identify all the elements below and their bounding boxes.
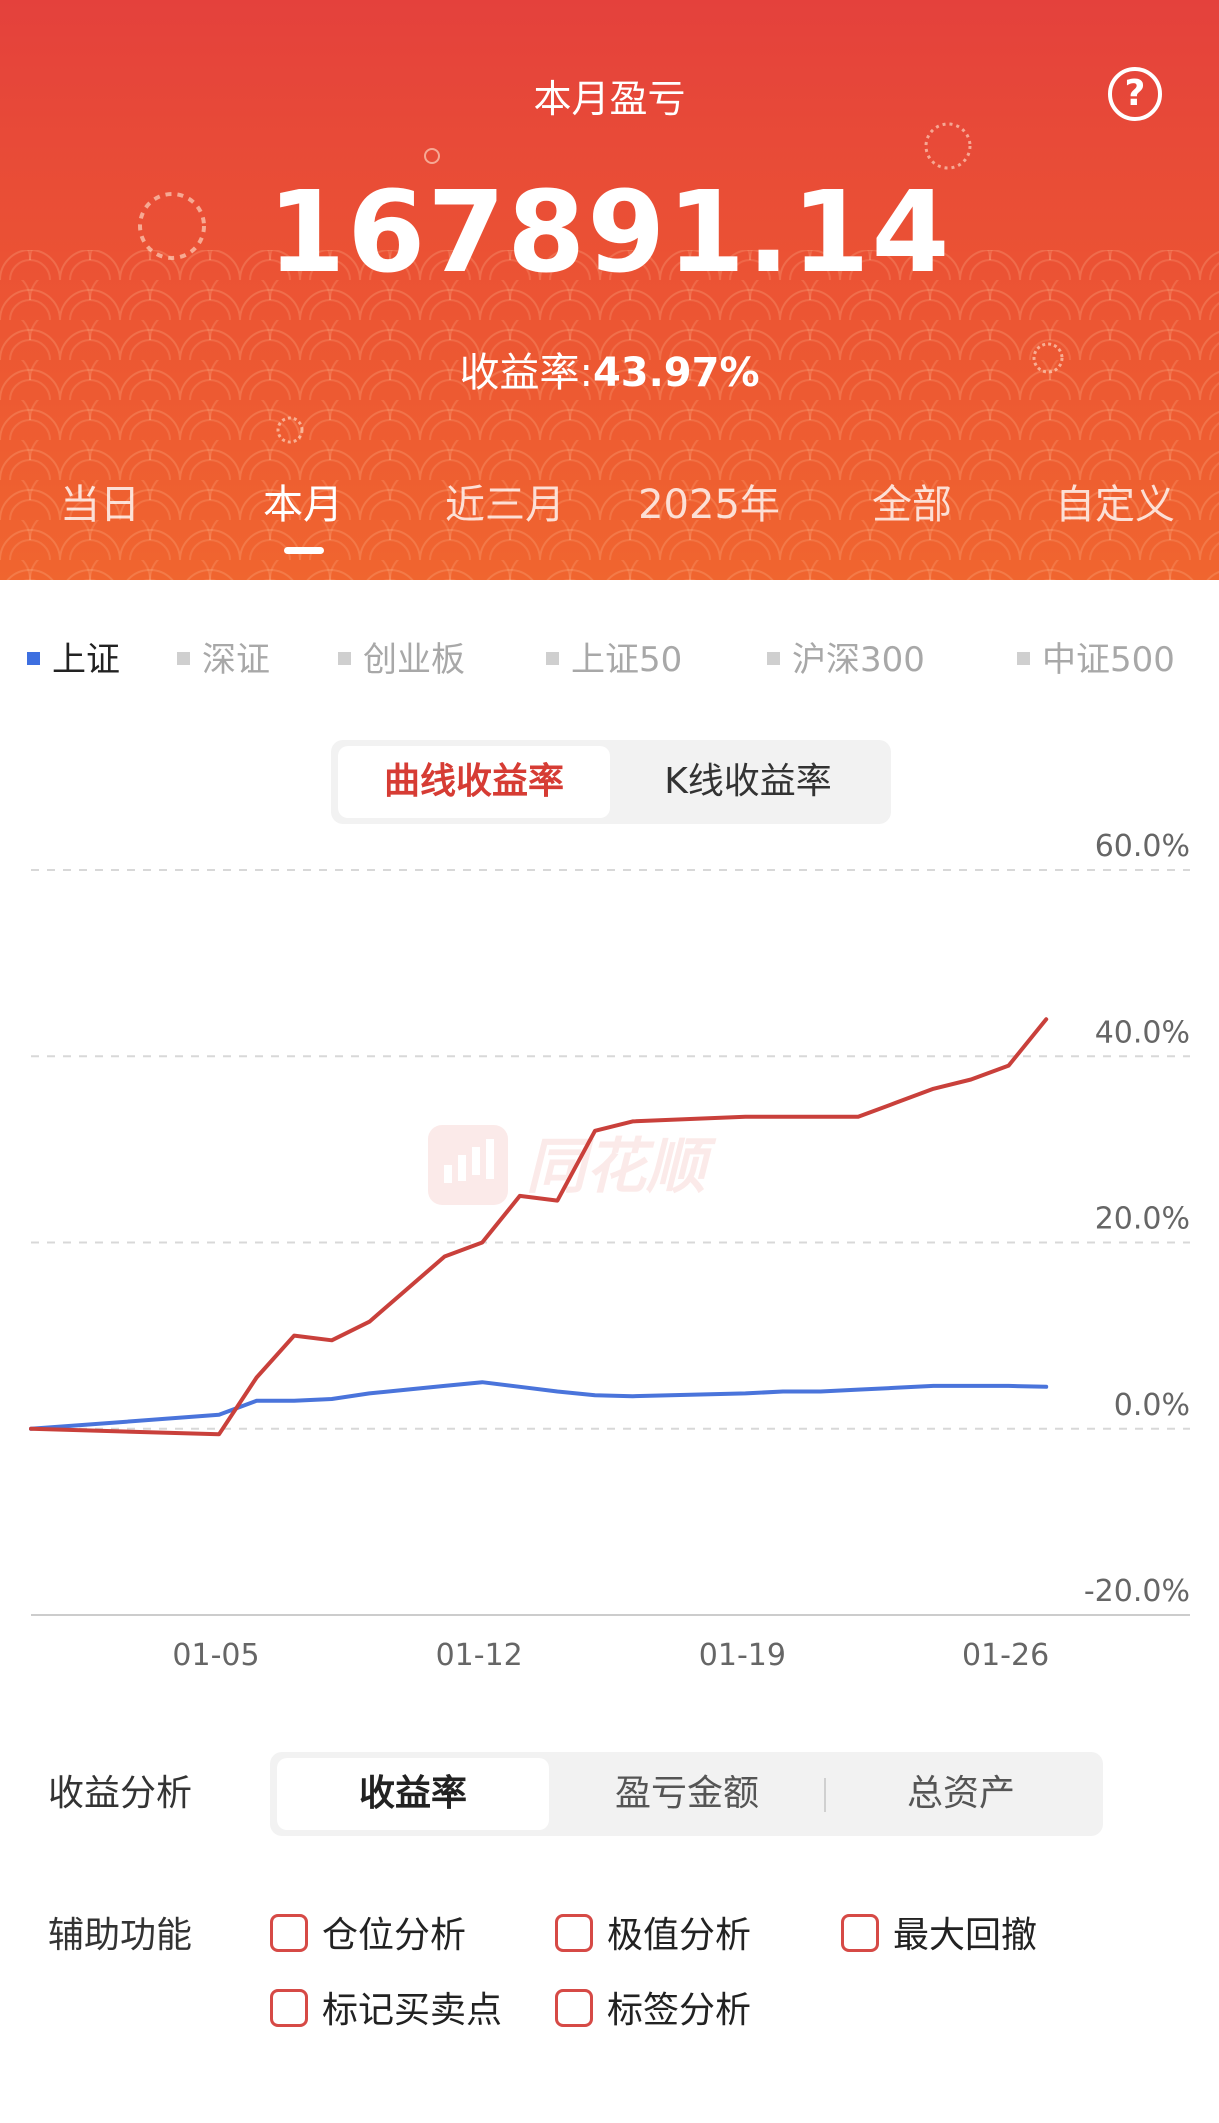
- checkbox-max-drawdown[interactable]: 最大回撤: [841, 1906, 1037, 1958]
- return-rate: 收益率:43.97%: [0, 340, 1219, 398]
- tab-all[interactable]: 全部: [872, 482, 952, 528]
- profit-amount-button[interactable]: 盈亏金额: [614, 1773, 759, 1814]
- index-tab-chinext[interactable]: 创业板: [338, 632, 465, 681]
- y-tick-label: -20.0%: [1084, 1574, 1190, 1609]
- index-line-shanghai: [29, 1380, 1049, 1431]
- index-tab-label: 沪深300: [792, 640, 925, 680]
- checkbox-mark-trades[interactable]: 标记买卖点: [270, 1981, 502, 2033]
- legend-square-icon: [546, 652, 559, 665]
- curve-return-button[interactable]: 曲线收益率: [338, 746, 610, 818]
- legend-square-icon: [177, 652, 190, 665]
- checkbox-icon: [270, 1989, 308, 2027]
- y-tick-label: 40.0%: [1095, 1015, 1190, 1050]
- segment-divider: [824, 1778, 826, 1812]
- return-chart: 60.0% 40.0% 20.0% 0.0% -20.0% 01-05 01-12 01-19…: [29, 829, 1190, 1673]
- checkbox-extreme-analysis[interactable]: 极值分析: [555, 1906, 751, 1958]
- index-tab-label: 深证: [202, 640, 270, 680]
- tab-three-months[interactable]: 近三月: [445, 482, 565, 528]
- checkbox-icon: [270, 1914, 308, 1952]
- header-title: 本月盈亏: [533, 77, 686, 121]
- firework-decoration: [138, 122, 1064, 444]
- legend-square-icon: [338, 652, 351, 665]
- checkbox-icon: [555, 1914, 593, 1952]
- watermark-text: 同花顺: [526, 1132, 717, 1202]
- x-tick-label: 01-26: [962, 1638, 1049, 1673]
- period-tabs: 当日 本月 近三月 2025年 全部 自定义: [0, 472, 1219, 562]
- y-tick-label: 0.0%: [1114, 1388, 1190, 1423]
- analysis-label: 收益分析: [48, 1773, 193, 1814]
- checkbox-label: 标记买卖点: [322, 1990, 503, 2031]
- checkbox-label: 极值分析: [607, 1915, 752, 1956]
- x-tick-label: 01-19: [699, 1638, 786, 1673]
- header-banner: 本月盈亏 ? 167891.14 收益率:43.97% 当日 本月 近三月 20…: [0, 0, 1219, 580]
- index-tab-label: 上证50: [571, 640, 683, 680]
- profit-amount: 167891.14: [267, 168, 952, 298]
- tab-2025[interactable]: 2025年: [638, 482, 780, 528]
- tab-this-month[interactable]: 本月: [263, 482, 343, 528]
- tab-today[interactable]: 当日: [60, 482, 140, 528]
- legend-square-icon: [767, 652, 780, 665]
- checkbox-label: 仓位分析: [322, 1915, 467, 1956]
- return-line: [29, 1017, 1049, 1437]
- index-selector: 上证 深证 创业板 上证50 沪深300 中证500: [0, 632, 1219, 682]
- checkbox-icon: [555, 1989, 593, 2027]
- index-tab-label: 中证500: [1042, 640, 1175, 680]
- chart-mode-toggle: 曲线收益率 K线收益率: [331, 740, 891, 824]
- total-assets-button[interactable]: 总资产: [906, 1773, 1015, 1814]
- aux-label: 辅助功能: [48, 1915, 193, 1956]
- checkbox-tag-analysis[interactable]: 标签分析: [555, 1981, 751, 2033]
- return-rate-label: 收益率:: [459, 350, 593, 396]
- active-tab-indicator: [284, 547, 324, 554]
- return-rate-button[interactable]: 收益率: [277, 1758, 549, 1830]
- tab-custom[interactable]: 自定义: [1055, 482, 1175, 528]
- index-tab-label: 创业板: [363, 640, 465, 680]
- checkbox-label: 标签分析: [607, 1990, 752, 2031]
- index-tab-sse50[interactable]: 上证50: [546, 632, 682, 681]
- index-tab-label: 上证: [52, 640, 120, 680]
- index-tab-shanghai[interactable]: 上证: [27, 632, 120, 681]
- return-rate-value: 43.97%: [592, 350, 760, 396]
- legend-square-icon: [27, 652, 40, 665]
- index-tab-csi500[interactable]: 中证500: [1017, 632, 1175, 681]
- x-tick-label: 01-05: [172, 1638, 259, 1673]
- legend-square-icon: [1017, 652, 1030, 665]
- question-circle-icon[interactable]: ?: [1108, 67, 1162, 121]
- x-tick-label: 01-12: [436, 1638, 523, 1673]
- checkbox-position-analysis[interactable]: 仓位分析: [270, 1906, 466, 1958]
- index-tab-shenzhen[interactable]: 深证: [177, 632, 270, 681]
- tonghuashun-watermark: 同花顺: [428, 1125, 717, 1205]
- checkbox-icon: [841, 1914, 879, 1952]
- kline-return-button[interactable]: K线收益率: [664, 761, 832, 802]
- index-tab-csi300[interactable]: 沪深300: [767, 632, 925, 681]
- y-tick-label: 20.0%: [1095, 1202, 1190, 1237]
- wave-pattern-decoration: [0, 122, 1219, 580]
- checkbox-label: 最大回撤: [893, 1915, 1038, 1956]
- analysis-toggle: 收益率 盈亏金额 总资产: [270, 1752, 1103, 1836]
- y-tick-label: 60.0%: [1095, 829, 1190, 864]
